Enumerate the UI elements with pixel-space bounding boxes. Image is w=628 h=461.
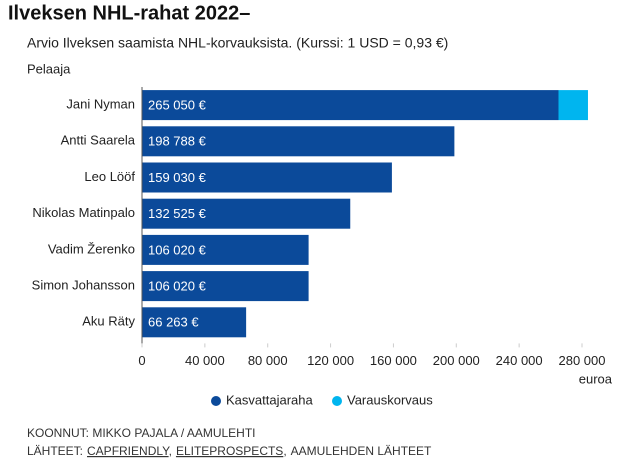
value-label: 66 263 € xyxy=(148,315,199,330)
value-label: 159 030 € xyxy=(148,170,207,185)
y-tick-label: Nikolas Matinpalo xyxy=(32,205,135,220)
bar xyxy=(142,234,309,265)
y-tick-label: Antti Saarela xyxy=(61,133,136,148)
x-tick-label: 0 xyxy=(138,353,145,368)
y-axis-label: Pelaaja xyxy=(27,61,71,76)
x-tick-label: 200 000 xyxy=(433,353,480,368)
sources: LÄHTEET: CAPFRIENDLY, ELITEPROSPECTS, AAMUL… xyxy=(27,444,432,458)
value-label: 198 788 € xyxy=(148,134,207,149)
x-tick-label: 80 000 xyxy=(248,353,288,368)
bar xyxy=(142,198,351,229)
value-label: 106 020 € xyxy=(148,242,207,257)
chart-title: Ilveksen NHL-rahat 2022– xyxy=(8,2,250,24)
source-link[interactable]: CAPFRIENDLY xyxy=(87,444,170,458)
x-tick-label: 280 000 xyxy=(559,353,606,368)
legend-marker xyxy=(211,396,221,406)
value-label: 132 525 € xyxy=(148,206,207,221)
source-link[interactable]: ELITEPROSPECTS xyxy=(176,444,283,458)
source-text: LÄHTEET: xyxy=(27,444,83,458)
bar xyxy=(142,307,247,338)
bar xyxy=(142,271,309,302)
y-tick-label: Jani Nyman xyxy=(66,97,135,112)
bar xyxy=(558,90,588,121)
value-label: 106 020 € xyxy=(148,279,207,294)
x-tick-label: 160 000 xyxy=(370,353,417,368)
x-tick-label: 240 000 xyxy=(496,353,543,368)
y-tick-label: Aku Räty xyxy=(82,314,135,329)
y-tick-label: Vadim Žerenko xyxy=(48,241,135,256)
legend-marker xyxy=(332,396,342,406)
source-text: , xyxy=(283,444,286,458)
x-tick-label: 40 000 xyxy=(185,353,225,368)
credit: KOONNUT: MIKKO PAJALA / AAMULEHTI xyxy=(27,426,256,440)
chart-subtitle: Arvio Ilveksen saamista NHL-korvauksista… xyxy=(27,35,448,51)
bar xyxy=(142,162,392,193)
legend-label: Varauskorvaus xyxy=(347,392,433,407)
y-tick-label: Simon Johansson xyxy=(32,278,135,293)
bar xyxy=(142,90,559,121)
source-text: , xyxy=(169,444,172,458)
x-axis-label: euroa xyxy=(579,371,613,386)
value-label: 265 050 € xyxy=(148,98,207,113)
source-text: AAMULEHDEN LÄHTEET xyxy=(291,444,432,458)
x-tick-label: 120 000 xyxy=(307,353,354,368)
bar xyxy=(142,126,455,157)
y-tick-label: Leo Lööf xyxy=(84,169,135,184)
legend-label: Kasvattajaraha xyxy=(226,392,313,407)
